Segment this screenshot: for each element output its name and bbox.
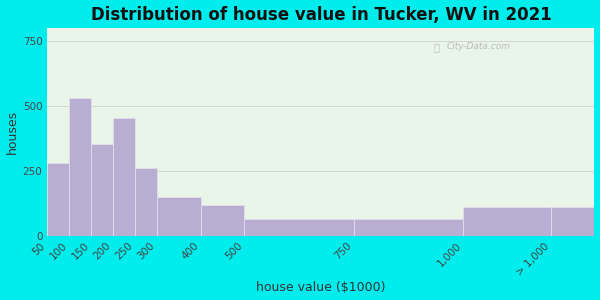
Bar (244, 219, 354, 236)
Bar (91, 144, 113, 236)
Text: City-Data.com: City-Data.com (447, 43, 511, 52)
Text: ⓘ: ⓘ (433, 43, 439, 52)
Bar (463, 207, 551, 236)
Bar (69, 98, 91, 236)
Title: Distribution of house value in Tucker, WV in 2021: Distribution of house value in Tucker, W… (91, 6, 551, 24)
Bar (157, 197, 200, 236)
Bar (47, 163, 69, 236)
Bar (135, 168, 157, 236)
Bar (354, 219, 463, 236)
Bar (551, 207, 600, 236)
Y-axis label: houses: houses (5, 110, 19, 154)
Bar (200, 205, 244, 236)
X-axis label: house value ($1000): house value ($1000) (256, 281, 386, 294)
Bar (113, 118, 135, 236)
